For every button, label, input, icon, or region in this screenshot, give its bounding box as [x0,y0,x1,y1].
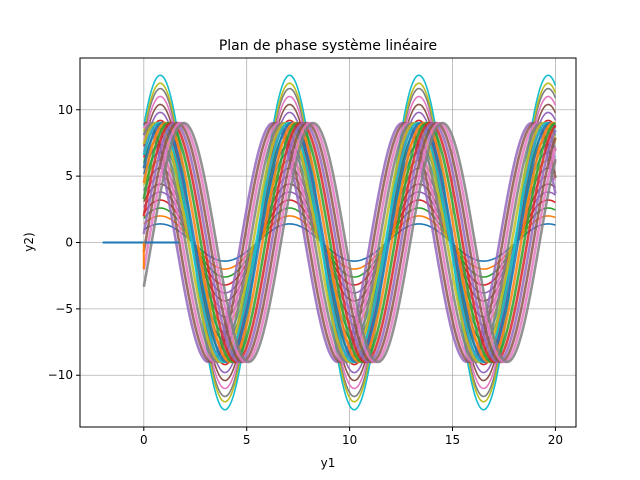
series-line [142,121,556,364]
y-axis-title: y2) [22,232,36,251]
x-axis-title: y1 [321,456,336,470]
y-tick-label: −5 [55,302,73,316]
x-axis: 0 5 10 15 20 [140,427,563,447]
series-line [142,121,557,364]
series-line [142,121,557,364]
x-tick-label: 15 [445,433,460,447]
x-tick-label: 10 [342,433,357,447]
x-tick-label: 5 [243,433,251,447]
y-tick-label: 10 [58,103,73,117]
series-line [143,82,557,403]
series-line [143,74,557,411]
series-line [142,121,557,364]
y-tick-label: −10 [48,368,73,382]
series-layer [102,74,557,411]
y-tick-label: 0 [65,236,73,250]
x-tick-label: 0 [140,433,148,447]
series-line [143,87,557,398]
chart-title: Plan de phase système linéaire [219,38,437,54]
series-line [142,121,557,364]
x-tick-label: 20 [548,433,563,447]
series-line [142,121,556,364]
y-tick-label: 5 [65,169,73,183]
y-axis: −10 −5 0 5 10 [48,103,80,382]
series-line [142,121,557,364]
